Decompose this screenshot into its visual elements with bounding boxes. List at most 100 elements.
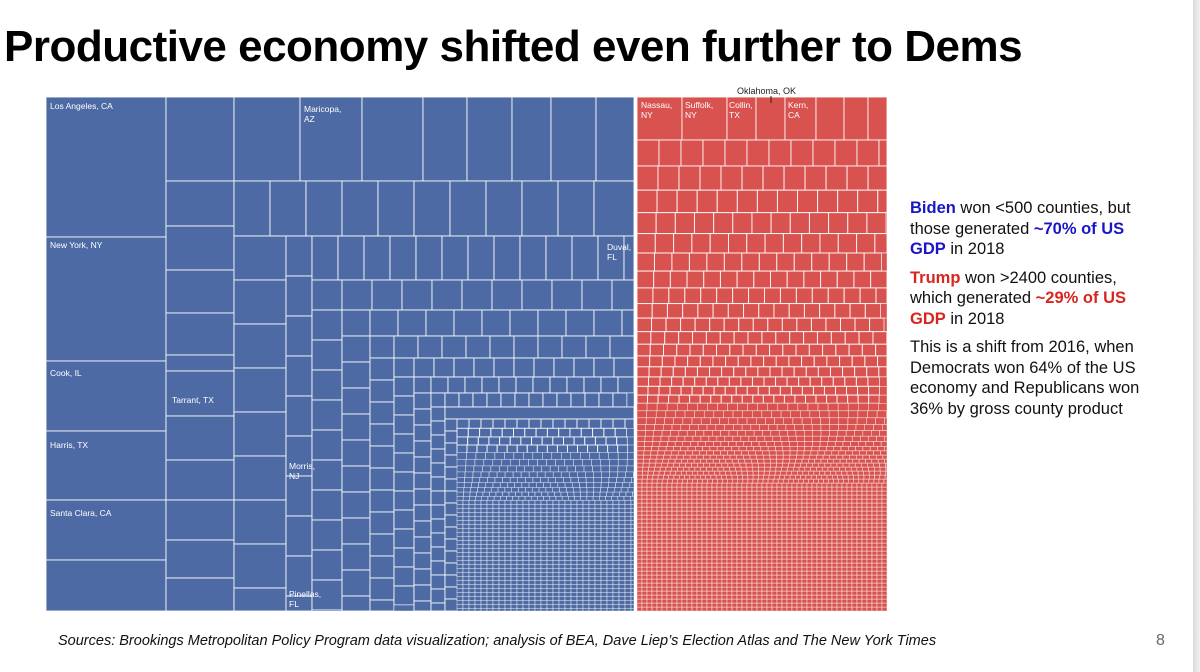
treemap-cell-republican — [836, 582, 843, 588]
treemap-cell-republican — [741, 594, 748, 600]
biden-paragraph: Biden won <500 counties, but those gener… — [910, 198, 1160, 260]
treemap-cell-democrat — [600, 539, 608, 545]
treemap-cell-republican — [859, 287, 877, 305]
treemap-cell-republican — [671, 594, 678, 600]
treemap-cell-republican — [636, 376, 650, 387]
treemap-cell-republican — [811, 578, 818, 584]
treemap-cell-republican — [762, 394, 775, 404]
treemap-cell-republican — [686, 546, 693, 552]
treemap-cell-republican — [763, 355, 777, 368]
treemap-cell-democrat — [564, 607, 572, 612]
treemap-cell-democrat — [544, 471, 554, 479]
treemap-cell-republican — [775, 331, 791, 345]
treemap-cell-democrat — [576, 535, 584, 541]
treemap-cell-republican — [713, 385, 726, 396]
treemap-cell-democrat — [341, 180, 379, 237]
treemap-cell-republican — [821, 498, 828, 504]
treemap-cell-republican — [816, 590, 823, 596]
treemap-cell-democrat — [498, 547, 506, 553]
treemap-cell-republican — [771, 578, 778, 584]
treemap-cell-democrat — [369, 401, 395, 425]
treemap-cell-republican — [701, 534, 708, 540]
treemap-cell-republican — [851, 538, 858, 544]
treemap-cell-republican — [791, 550, 798, 556]
treemap-cell-republican — [656, 562, 663, 568]
treemap-cell-republican — [821, 586, 828, 592]
treemap-cell-republican — [881, 590, 888, 596]
treemap-cell-republican — [756, 594, 763, 600]
treemap-cell-democrat — [492, 587, 500, 593]
treemap-cell-democrat — [498, 587, 506, 593]
treemap-cell-republican — [826, 606, 833, 612]
treemap-cell-republican — [801, 518, 808, 524]
treemap-cell-republican — [706, 482, 713, 488]
treemap-cell-democrat — [504, 531, 512, 537]
treemap-cell-democrat — [532, 477, 541, 484]
treemap-cell-republican — [883, 478, 888, 484]
treemap-cell-republican — [856, 454, 864, 460]
treemap-cell-democrat — [495, 491, 503, 497]
treemap-cell-republican — [776, 582, 783, 588]
treemap-cell-democrat — [285, 435, 313, 477]
treemap-cell-republican — [842, 454, 850, 460]
treemap-cell-republican — [851, 522, 858, 528]
treemap-cell-republican — [836, 538, 843, 544]
treemap-cell-republican — [866, 598, 873, 604]
treemap-cell-republican — [751, 594, 758, 600]
treemap-cell-democrat — [624, 539, 632, 545]
treemap-cell-democrat — [523, 452, 534, 461]
treemap-cell-democrat — [510, 575, 518, 581]
treemap-cell-republican — [861, 530, 868, 536]
treemap-cell-republican — [776, 546, 783, 552]
treemap-cell-republican — [766, 494, 773, 500]
treemap-cell-democrat — [542, 392, 558, 408]
treemap-cell-democrat — [516, 567, 524, 573]
treemap-cell-democrat — [484, 487, 492, 493]
treemap-cell-democrat — [534, 523, 542, 529]
treemap-cell-democrat — [401, 279, 433, 311]
treemap-cell-republican — [791, 522, 798, 528]
treemap-cell-republican — [746, 562, 753, 568]
treemap-cell-democrat — [480, 515, 488, 521]
treemap-cell-republican — [876, 598, 883, 604]
treemap-cell-republican — [706, 606, 713, 612]
treemap-cell-republican — [844, 376, 857, 387]
treemap-cell-republican — [721, 534, 728, 540]
treemap-cell-democrat — [570, 583, 578, 589]
treemap-cell-democrat — [474, 607, 482, 612]
treemap-cell-republican — [665, 466, 672, 472]
treemap-cell-republican — [731, 394, 743, 404]
treemap-cell-republican — [869, 317, 885, 333]
treemap-cell-republican — [821, 594, 828, 600]
treemap-cell-democrat — [576, 503, 584, 509]
treemap-cell-democrat — [467, 436, 479, 447]
treemap-cell-republican — [686, 562, 693, 568]
treemap-cell-democrat — [540, 559, 548, 565]
treemap-cell-democrat — [456, 591, 464, 597]
treemap-cell-democrat — [462, 567, 470, 573]
treemap-cell-democrat — [456, 459, 467, 467]
treemap-cell-republican — [691, 462, 698, 468]
treemap-cell-republican — [696, 366, 711, 378]
treemap-cell-republican — [791, 554, 798, 560]
treemap-cell-democrat — [528, 511, 536, 517]
treemap-cell-republican — [771, 526, 778, 532]
treemap-cell-republican — [761, 570, 768, 576]
treemap-cell-republican — [669, 270, 688, 289]
treemap-cell-republican — [721, 586, 728, 592]
treemap-cell-republican — [851, 586, 858, 592]
treemap-cell-republican — [811, 602, 818, 608]
treemap-cell-democrat — [600, 487, 608, 493]
treemap-cell-democrat — [413, 536, 432, 554]
treemap-cell-republican — [711, 486, 718, 492]
treemap-cell-democrat — [468, 571, 476, 577]
treemap-cell-republican — [701, 518, 708, 524]
treemap-cell-republican — [686, 590, 693, 596]
treemap-cell-democrat — [558, 587, 566, 593]
treemap-cell-democrat — [522, 591, 530, 597]
treemap-cell-democrat — [468, 595, 476, 601]
treemap-cell-republican — [716, 486, 723, 492]
treemap-cell-democrat — [606, 587, 614, 593]
treemap-cell-democrat — [606, 583, 614, 589]
treemap-cell-republican — [801, 502, 808, 508]
